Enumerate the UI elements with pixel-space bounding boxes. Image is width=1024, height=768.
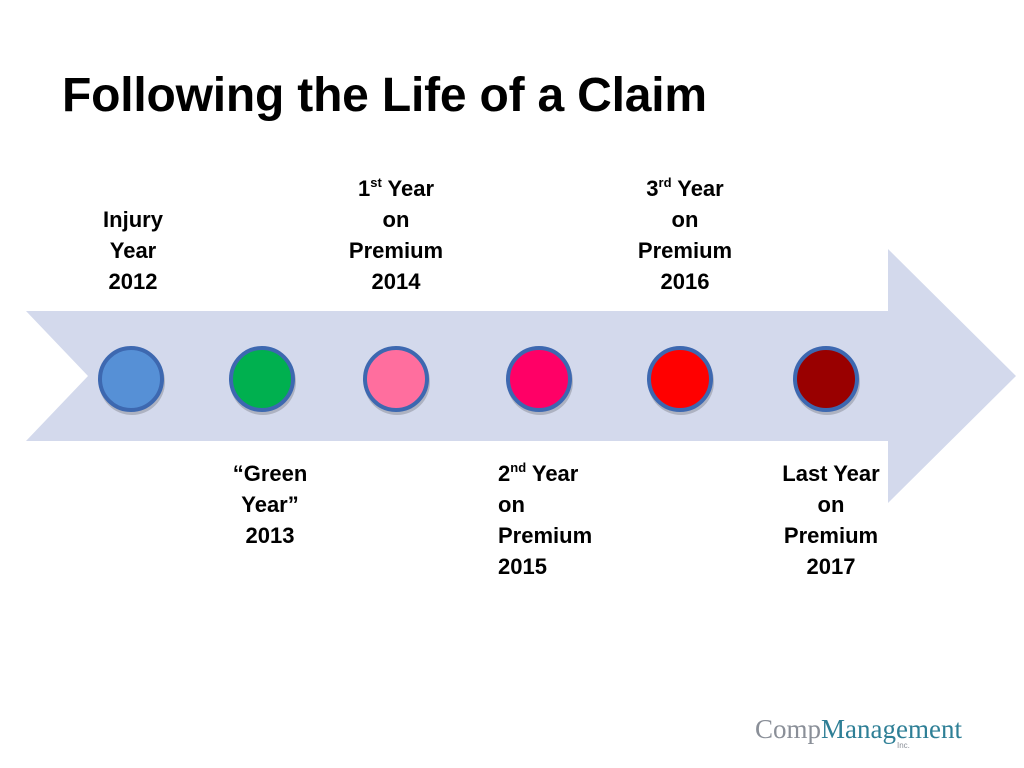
label-text: 2 [498, 461, 511, 486]
label-line: on [498, 489, 638, 520]
label-text: 2013 [245, 523, 295, 548]
label-text: 2014 [371, 269, 421, 294]
label-line: Year [63, 235, 203, 266]
label-text: on [382, 207, 410, 232]
label-line: Premium [326, 235, 466, 266]
label-line: Premium [498, 520, 638, 551]
label-text: Year [381, 176, 435, 201]
label-text: Year [671, 176, 724, 201]
label-text: Premium [348, 238, 444, 263]
label-line: 2012 [63, 266, 203, 297]
label-line: 2013 [200, 520, 340, 551]
label-text: Premium [783, 523, 879, 548]
label-text: Year [109, 238, 157, 263]
logo-management-text: Management [821, 714, 962, 744]
label-line: on [761, 489, 901, 520]
label-2nd-year-premium: 2nd Year on Premium 2015 [498, 458, 638, 582]
label-text: 1 [357, 176, 371, 201]
label-text: “Green [232, 461, 308, 486]
node-2nd-year-premium [506, 346, 572, 412]
label-line: 2015 [498, 551, 638, 582]
label-text: Premium [637, 238, 733, 263]
label-line: on [615, 204, 755, 235]
ordinal-suffix: st [370, 175, 382, 190]
label-text: 3 [646, 176, 659, 201]
label-line: 2014 [326, 266, 466, 297]
label-line: 2nd Year [498, 458, 638, 489]
ordinal-suffix: rd [658, 175, 672, 190]
page-title: Following the Life of a Claim [62, 69, 707, 122]
node-green-year [229, 346, 295, 412]
label-text: Last Year [782, 461, 880, 486]
node-last-year-premium [793, 346, 859, 412]
logo-comp-text: Comp [755, 714, 822, 744]
label-text: on [817, 492, 845, 517]
label-text: Premium [498, 523, 593, 548]
label-last-year-premium: Last Year on Premium 2017 [761, 458, 901, 582]
label-line: 2017 [761, 551, 901, 582]
node-3rd-year-premium [647, 346, 713, 412]
label-line: Year” [200, 489, 340, 520]
label-line: Last Year [761, 458, 901, 489]
label-line: 3rd Year [615, 173, 755, 204]
node-injury-year [98, 346, 164, 412]
label-line: 2016 [615, 266, 755, 297]
timeline-nodes [98, 346, 860, 415]
logo-inc-text: Inc. [897, 741, 910, 750]
label-line: 1st Year [326, 173, 466, 204]
label-text: on [671, 207, 699, 232]
label-injury-year: Injury Year 2012 [63, 204, 203, 297]
label-text: on [498, 492, 525, 517]
ordinal-suffix: nd [510, 460, 527, 475]
compmanagement-logo: CompManagement [755, 714, 962, 744]
label-line: Premium [615, 235, 755, 266]
label-text: 2012 [108, 269, 158, 294]
label-text: 2016 [660, 269, 710, 294]
label-text: Year [526, 461, 579, 486]
label-1st-year-premium: 1st Year on Premium 2014 [326, 173, 466, 297]
label-green-year: “Green Year” 2013 [200, 458, 340, 551]
label-text: Injury [103, 207, 163, 232]
label-line: Premium [761, 520, 901, 551]
label-text: Year” [241, 492, 299, 517]
label-line: Injury [63, 204, 203, 235]
node-1st-year-premium [363, 346, 429, 412]
label-text: 2015 [498, 554, 547, 579]
label-3rd-year-premium: 3rd Year on Premium 2016 [615, 173, 755, 297]
label-line: “Green [200, 458, 340, 489]
label-line: on [326, 204, 466, 235]
label-text: 2017 [806, 554, 856, 579]
